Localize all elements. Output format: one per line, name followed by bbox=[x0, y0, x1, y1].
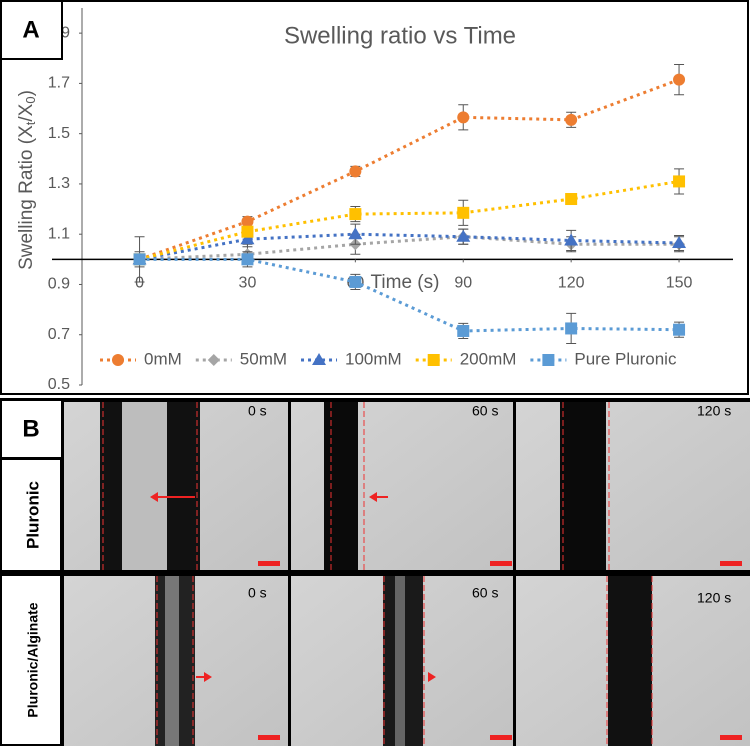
series-line bbox=[139, 232, 680, 261]
marker bbox=[349, 208, 362, 221]
x-tick-label: 90 bbox=[454, 275, 472, 292]
row-label: Pluronic bbox=[23, 481, 42, 549]
marker bbox=[457, 111, 470, 124]
marker bbox=[349, 165, 362, 178]
series bbox=[133, 251, 686, 345]
time-labels: 0 s 60 s 120 s 0 s 60 s 120 s bbox=[248, 403, 731, 606]
y-tick-label: 1.7 bbox=[48, 75, 70, 92]
time-label: 120 s bbox=[697, 403, 731, 419]
y-title-sub: t bbox=[23, 121, 38, 125]
x-tick-label: 0 bbox=[135, 275, 144, 292]
x-tick-label: 150 bbox=[666, 275, 693, 292]
legend-label: 100mM bbox=[345, 349, 402, 368]
micrograph bbox=[516, 402, 750, 570]
series bbox=[133, 168, 686, 266]
marker bbox=[241, 215, 254, 228]
micrograph bbox=[516, 576, 750, 746]
legend-marker bbox=[207, 354, 220, 366]
legend-marker bbox=[542, 354, 555, 366]
micrograph bbox=[64, 402, 288, 570]
marker bbox=[565, 113, 578, 126]
time-label: 0 s bbox=[248, 585, 267, 601]
legend-marker bbox=[112, 354, 124, 366]
time-label: 120 s bbox=[697, 590, 731, 606]
panel-label: A bbox=[22, 16, 39, 43]
marker bbox=[241, 253, 254, 266]
micrograph bbox=[291, 576, 513, 746]
chart-title: Swelling ratio vs Time bbox=[284, 22, 516, 49]
time-label: 60 s bbox=[472, 403, 498, 419]
y-tick-label: 0.5 bbox=[48, 376, 70, 393]
legend-label: Pure Pluronic bbox=[574, 349, 677, 368]
legend-label: 50mM bbox=[240, 349, 287, 368]
y-tick-label: 1.3 bbox=[48, 175, 70, 192]
y-axis-title: Swelling Ratio (Xt/X0) bbox=[16, 90, 38, 270]
y-tick-label: 1.5 bbox=[48, 125, 70, 142]
legend-label: 200mM bbox=[460, 349, 517, 368]
y-title-part: Swelling Ratio (X bbox=[16, 125, 37, 270]
time-label: 60 s bbox=[472, 585, 498, 601]
marker bbox=[565, 193, 578, 206]
marker bbox=[240, 232, 255, 245]
micrograph bbox=[64, 576, 288, 746]
x-axis-title: Time (s) bbox=[371, 272, 440, 293]
micrograph bbox=[291, 402, 513, 570]
panel-label: B bbox=[22, 415, 39, 442]
legend-label: 0mM bbox=[144, 349, 182, 368]
x-tick-label: 120 bbox=[558, 275, 585, 292]
marker bbox=[349, 275, 362, 288]
series-line bbox=[139, 179, 680, 261]
row-label-bg bbox=[2, 460, 60, 570]
y-tick-label: 0.7 bbox=[48, 326, 70, 343]
marker bbox=[241, 225, 254, 238]
series-line bbox=[139, 257, 680, 333]
x-tick-label: 30 bbox=[239, 275, 257, 292]
y-title-sub: 0 bbox=[23, 96, 38, 103]
legend: 0mM 50mM 100mM 200mM Pure Pluronic bbox=[100, 349, 677, 368]
marker bbox=[348, 227, 363, 240]
y-title-part: /X bbox=[16, 103, 37, 121]
marker bbox=[133, 253, 146, 266]
marker bbox=[672, 235, 687, 248]
marker bbox=[457, 206, 470, 219]
panel-label-box bbox=[0, 0, 63, 60]
marker bbox=[565, 322, 578, 335]
marker bbox=[673, 323, 686, 336]
marker bbox=[456, 229, 471, 242]
legend-marker bbox=[427, 354, 440, 366]
y-tick-label: 0.9 bbox=[48, 276, 70, 293]
series-line bbox=[139, 235, 680, 261]
row-label-bg bbox=[2, 576, 60, 744]
time-label: 0 s bbox=[248, 403, 267, 419]
marker bbox=[457, 324, 470, 337]
marker bbox=[673, 175, 686, 188]
plot: 0.50.70.91.11.31.51.71.90306090120150 bbox=[48, 8, 733, 393]
y-title-part: ) bbox=[16, 90, 37, 96]
row-label: Pluronic/Alginate bbox=[25, 602, 41, 717]
legend-marker bbox=[312, 353, 327, 365]
y-tick-label: 1.1 bbox=[48, 225, 70, 242]
panel-a-frame bbox=[0, 0, 749, 395]
panel-label-box bbox=[0, 399, 63, 459]
marker bbox=[673, 73, 686, 86]
marker bbox=[564, 233, 579, 246]
